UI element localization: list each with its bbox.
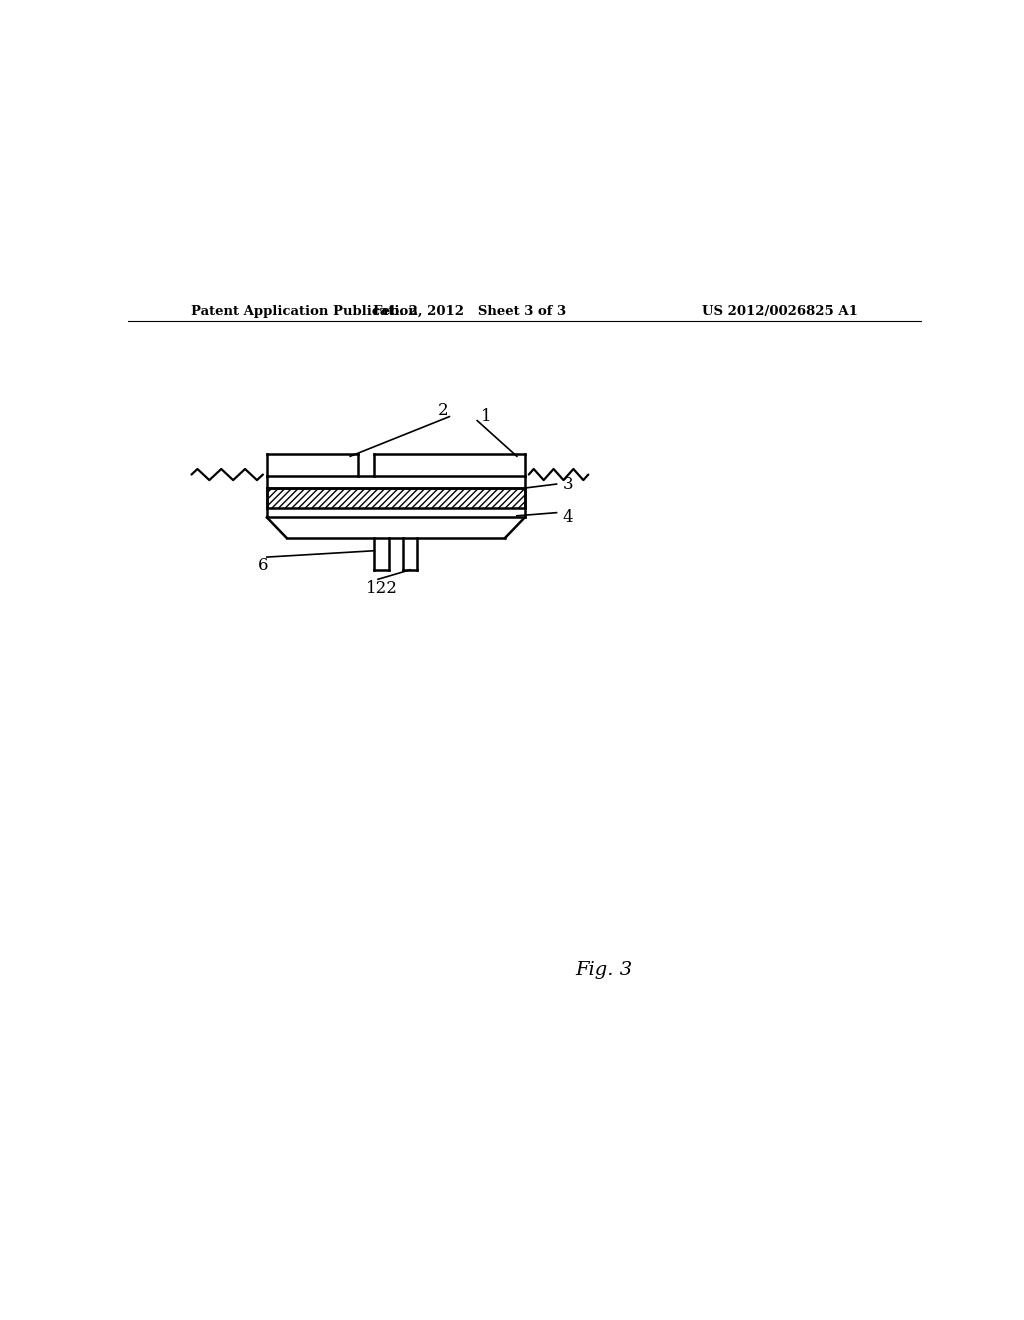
Bar [267, 488, 524, 508]
Text: Fig. 3: Fig. 3 [575, 961, 633, 978]
Text: Feb. 2, 2012   Sheet 3 of 3: Feb. 2, 2012 Sheet 3 of 3 [373, 305, 566, 318]
Text: 4: 4 [562, 510, 573, 525]
Text: 1: 1 [481, 408, 492, 425]
Text: 3: 3 [562, 475, 573, 492]
Text: 6: 6 [258, 557, 268, 573]
Text: Patent Application Publication: Patent Application Publication [191, 305, 418, 318]
Text: 2: 2 [437, 401, 449, 418]
Text: 122: 122 [366, 581, 398, 598]
Text: US 2012/0026825 A1: US 2012/0026825 A1 [702, 305, 858, 318]
